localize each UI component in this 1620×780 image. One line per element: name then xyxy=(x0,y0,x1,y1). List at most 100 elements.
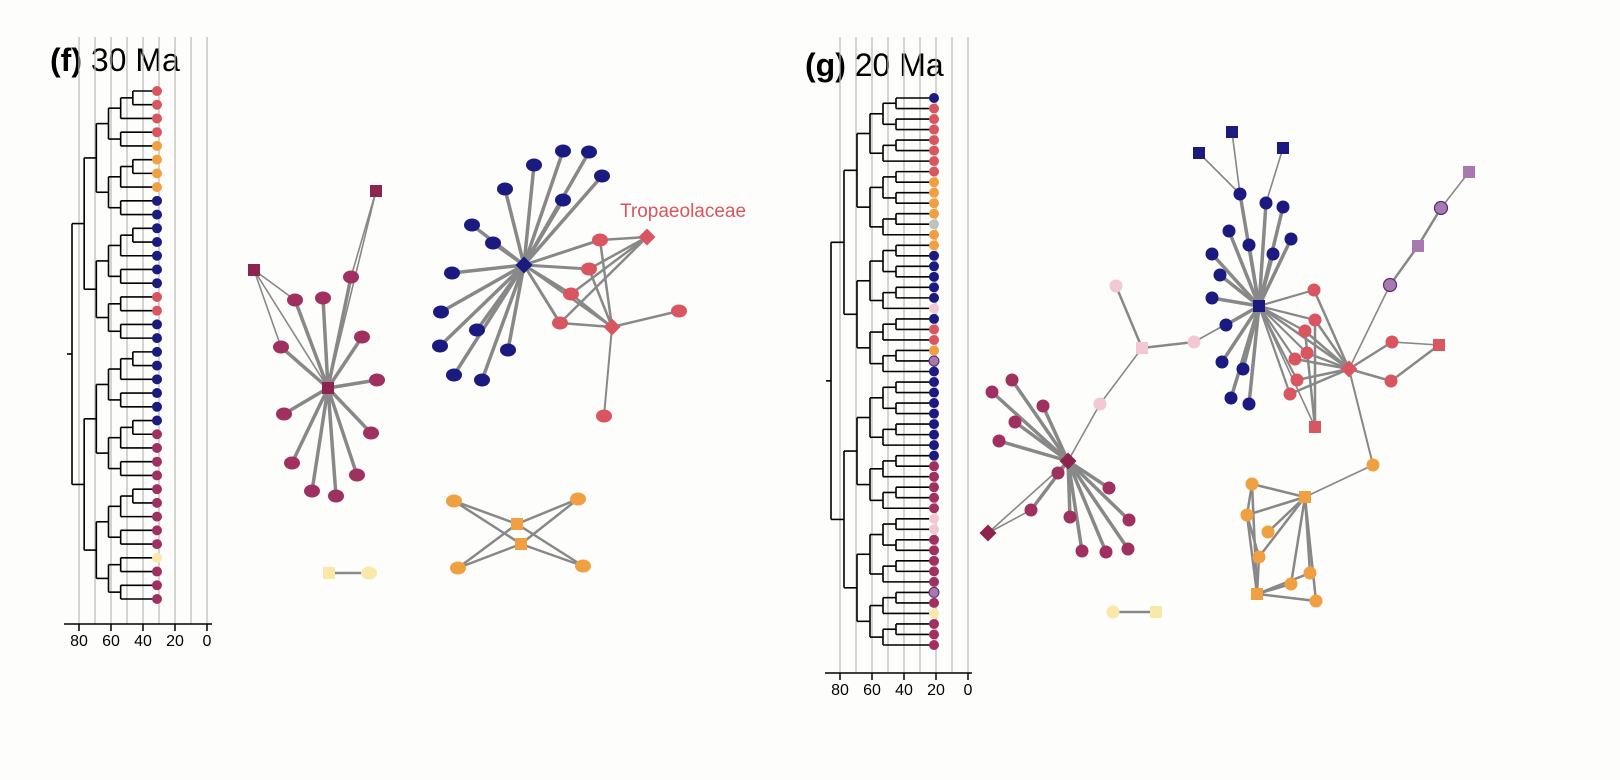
network-node-square xyxy=(1136,342,1148,354)
tree-tip-dot xyxy=(929,334,939,345)
network-node-circle xyxy=(1290,373,1304,387)
network-node-circle xyxy=(1385,335,1399,349)
tree-tip-dot xyxy=(929,93,939,103)
tree-tip-dot xyxy=(929,324,939,335)
tree-tip-dot xyxy=(929,503,939,514)
network-node-ellipse xyxy=(363,426,379,440)
panel-g-title: (g) 20 Ma xyxy=(805,47,944,84)
network-edge xyxy=(1312,289,1351,370)
network-edge xyxy=(326,386,373,435)
tree-tip-dot xyxy=(152,484,162,495)
network-node-ellipse xyxy=(555,144,571,158)
network-node-square xyxy=(1412,240,1424,252)
network-edge xyxy=(1258,304,1350,371)
tree-tip-dot xyxy=(152,470,162,481)
network-edge xyxy=(480,264,526,381)
network-node-circle xyxy=(1433,200,1449,216)
network-node-ellipse xyxy=(328,489,344,503)
network-edge xyxy=(598,239,614,328)
tree-tip-dot xyxy=(929,282,939,293)
tree-tip-dot xyxy=(929,198,939,209)
tree-tip-dot xyxy=(152,223,162,234)
network-edge xyxy=(310,387,330,492)
network-edge xyxy=(438,263,526,348)
tree-tip-dot xyxy=(152,278,162,289)
network-node-square xyxy=(1150,606,1162,618)
network-edge xyxy=(522,199,565,266)
network-node-circle xyxy=(1219,318,1233,332)
network-node-ellipse xyxy=(497,182,513,196)
tree-tip-dot xyxy=(929,471,939,482)
network-edge xyxy=(1258,304,1316,322)
network-node-diamond xyxy=(638,228,656,246)
network-node-ellipse xyxy=(570,492,586,506)
network-node-ellipse xyxy=(444,266,460,280)
axis-tick-label: 60 xyxy=(102,633,120,650)
network-edge xyxy=(1258,305,1296,360)
network-node-ellipse xyxy=(287,293,303,307)
network-node-circle xyxy=(1300,346,1314,360)
tree-tip-dot xyxy=(152,539,162,550)
tree-tip-dot xyxy=(152,360,162,371)
network-node-circle xyxy=(1099,545,1113,559)
network-edge xyxy=(1391,341,1440,346)
network-node-square xyxy=(515,538,527,550)
tree-tip-dot xyxy=(929,377,939,388)
network-node-ellipse xyxy=(555,193,571,207)
network-node-ellipse xyxy=(315,291,331,305)
network-node-ellipse xyxy=(433,305,449,319)
network-node-circle xyxy=(1106,605,1120,619)
network-edge xyxy=(1258,305,1316,428)
tree-tip-dot xyxy=(929,229,939,240)
network-node-ellipse xyxy=(552,316,568,330)
network-edge xyxy=(1296,367,1350,382)
network-edge xyxy=(1231,131,1241,195)
network-edge xyxy=(1388,245,1420,286)
network-node-ellipse xyxy=(354,330,370,344)
network-edge xyxy=(520,542,584,568)
axis-tick-label: 20 xyxy=(927,682,945,699)
tree-tip-dot xyxy=(152,374,162,385)
tree-tip-dot xyxy=(929,366,939,377)
tree-tip-dot xyxy=(152,497,162,508)
network-edge xyxy=(503,188,526,266)
network-node-circle xyxy=(1252,550,1266,564)
network-edge xyxy=(1258,288,1315,308)
network-node-circle xyxy=(1284,577,1298,591)
tree-tip-dot xyxy=(929,576,939,587)
network-edge xyxy=(1313,319,1351,370)
tree-tip-dot xyxy=(929,450,939,461)
network-edge xyxy=(611,309,680,329)
tree-tip-dot xyxy=(152,195,162,206)
tree-tip-dot xyxy=(152,429,162,440)
network-node-circle xyxy=(1236,362,1250,376)
network-node-circle xyxy=(1245,477,1259,491)
tree-tip-dot xyxy=(152,154,162,165)
tree-tip-dot xyxy=(152,580,162,591)
tree-tip-dot xyxy=(929,345,939,356)
tree-tip-dot xyxy=(929,482,939,493)
tree-tip-dot xyxy=(152,566,162,577)
network-node-circle xyxy=(1024,503,1038,517)
network-edge xyxy=(327,190,377,389)
network-node-circle xyxy=(1242,397,1256,411)
network-edge xyxy=(1229,305,1261,399)
network-node-circle xyxy=(1222,224,1236,238)
network-node-ellipse xyxy=(469,323,485,337)
tree-tip-dot xyxy=(929,534,939,545)
network-edge xyxy=(1067,403,1101,462)
network-node-square xyxy=(1463,166,1475,178)
network-edge xyxy=(1066,460,1108,553)
network-edge xyxy=(1256,571,1311,596)
tree-tip-dot xyxy=(152,237,162,248)
tree-tip-dot xyxy=(929,524,939,535)
network-edge xyxy=(290,387,330,464)
network-node-circle xyxy=(1384,374,1398,388)
network-node-square xyxy=(248,264,260,276)
network-node-ellipse xyxy=(273,340,289,354)
network-node-square xyxy=(511,518,523,530)
network-edge xyxy=(253,269,329,389)
network-edge xyxy=(1013,420,1070,463)
network-edge xyxy=(1258,305,1308,354)
tree-tip-dot xyxy=(929,387,939,398)
